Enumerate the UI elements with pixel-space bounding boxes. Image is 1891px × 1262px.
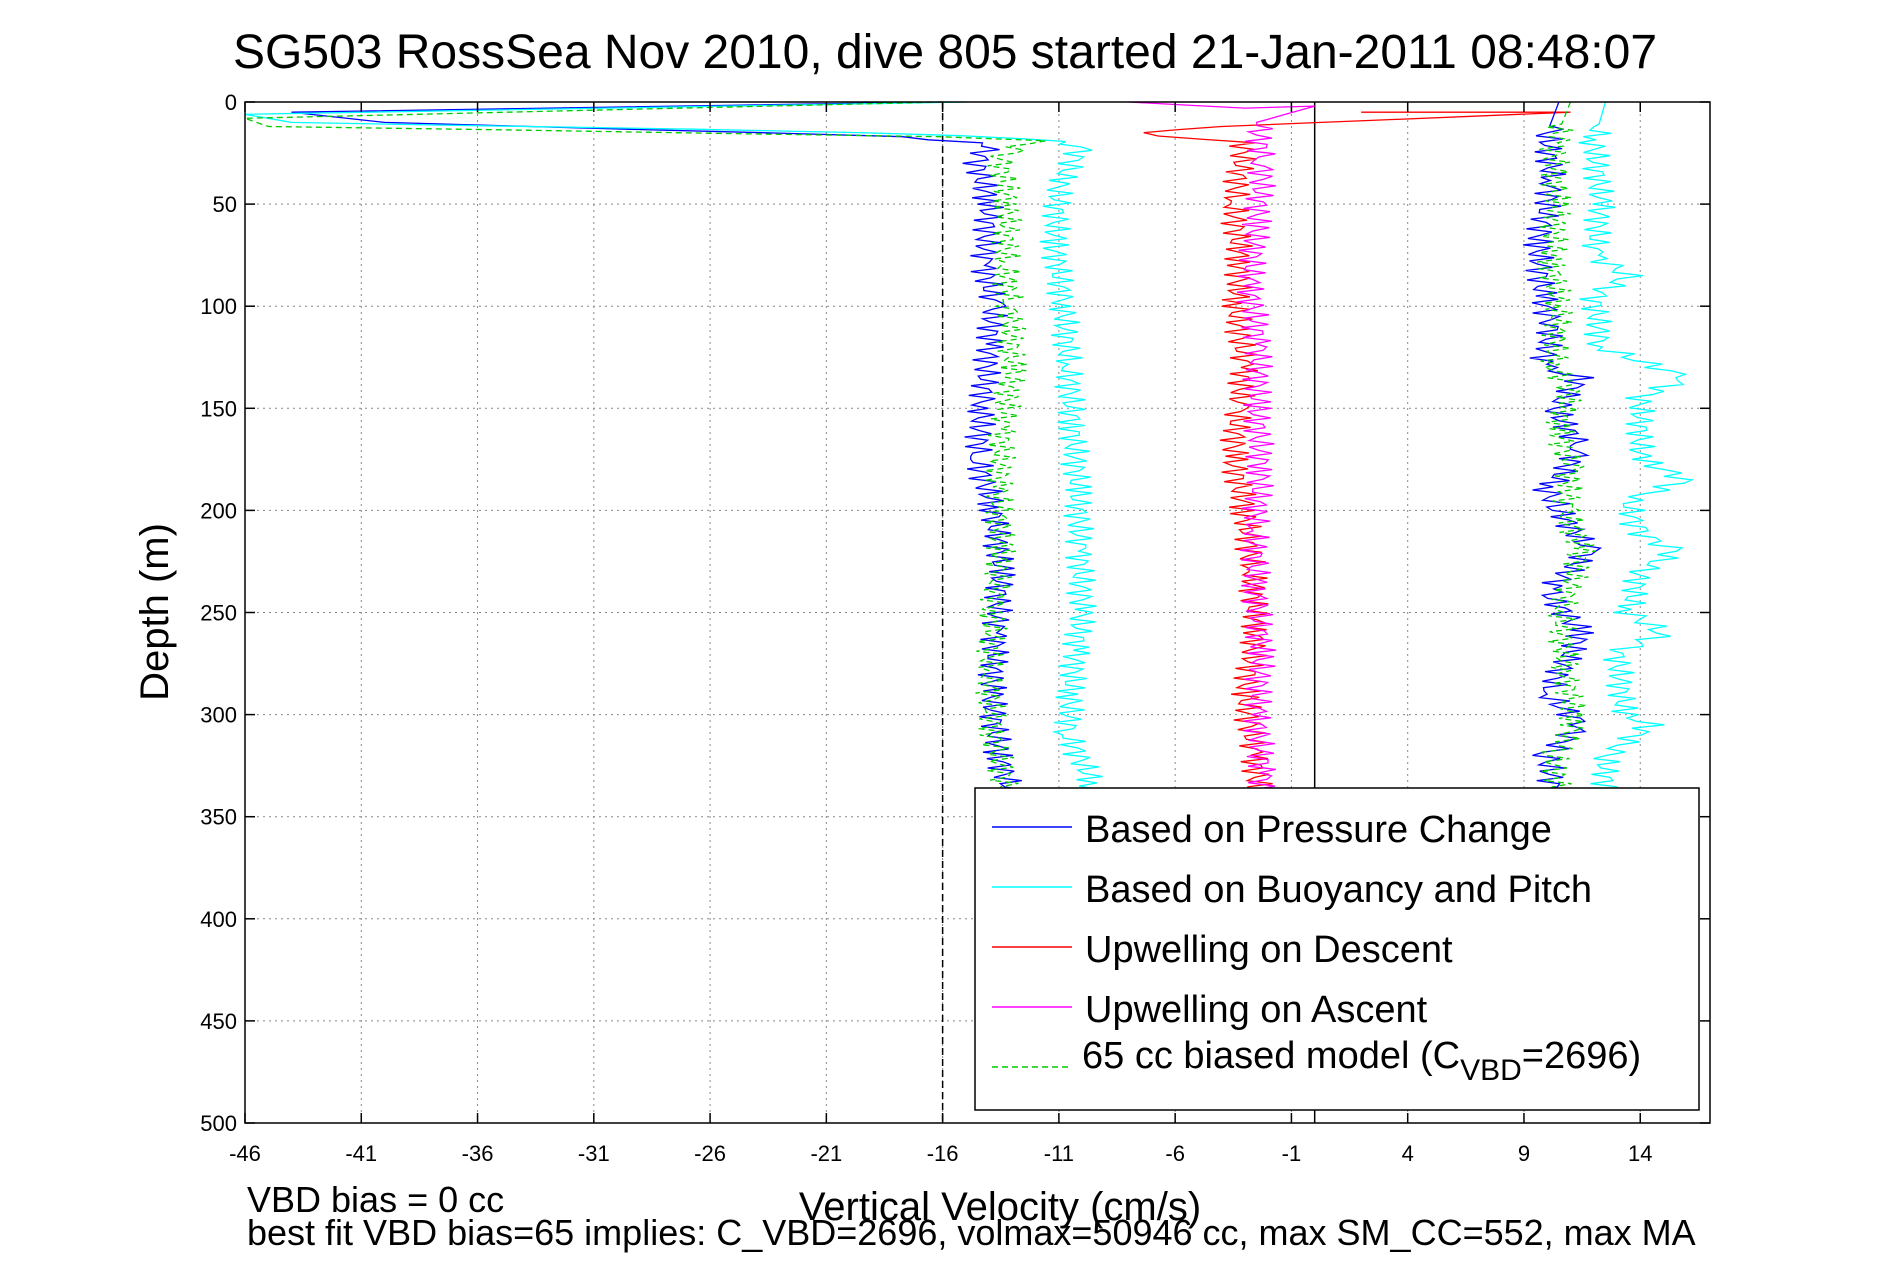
- legend-label-biased-model-end: =2696): [1522, 1035, 1641, 1077]
- x-tick-label: -36: [462, 1141, 494, 1166]
- series-line-4: [1128, 101, 1315, 797]
- x-tick-label: 4: [1402, 1141, 1414, 1166]
- legend-label-buoyancy-pitch: Based on Buoyancy and Pitch: [1085, 869, 1592, 911]
- legend-label-upwelling-descent: Upwelling on Descent: [1085, 929, 1453, 971]
- series-line-1: [244, 101, 1103, 797]
- footer-line-1: VBD bias = 0 cc: [247, 1179, 504, 1220]
- x-tick-label: -46: [229, 1141, 261, 1166]
- x-tick-label: -11: [1044, 1141, 1074, 1166]
- y-tick-label: 200: [200, 498, 237, 523]
- chart-title: SG503 RossSea Nov 2010, dive 805 started…: [233, 26, 1657, 79]
- y-tick-label: 150: [200, 396, 237, 421]
- x-tick-label: -21: [810, 1141, 842, 1166]
- series-group: [244, 101, 1695, 797]
- x-tick-label: 14: [1628, 1141, 1652, 1166]
- series-line-0: [291, 101, 1025, 797]
- y-tick-label: 300: [200, 703, 237, 728]
- y-tick-label: 250: [200, 601, 237, 626]
- y-tick-label: 350: [200, 805, 237, 830]
- x-tick-label: -31: [578, 1141, 610, 1166]
- y-tick-label: 500: [200, 1111, 237, 1136]
- legend-label-upwelling-ascent: Upwelling on Ascent: [1085, 989, 1428, 1031]
- legend-label-biased-model-main: 65 cc biased model (C: [1082, 1035, 1460, 1077]
- x-tick-label: -1: [1282, 1141, 1302, 1166]
- footer-line-2: best fit VBD bias=65 implies: C_VBD=2696…: [247, 1212, 1696, 1253]
- series-line-2: [244, 101, 1046, 797]
- series-line-6: [1578, 101, 1695, 797]
- x-tick-label: 9: [1518, 1141, 1530, 1166]
- series-line-3: [1143, 111, 1571, 797]
- series-line-7: [1537, 101, 1596, 797]
- y-axis-ticks: 0 50 100 150 200 250 300 350 400 450 500: [200, 90, 1710, 1136]
- x-tick-label: -26: [694, 1141, 726, 1166]
- y-tick-label: 0: [225, 90, 237, 115]
- series-line-5: [1523, 101, 1603, 797]
- y-tick-label: 400: [200, 907, 237, 932]
- x-tick-label: -16: [927, 1141, 959, 1166]
- legend-label-biased-model: 65 cc biased model (CVBD=2696): [1082, 1035, 1641, 1087]
- legend-label-biased-model-sub: VBD: [1460, 1054, 1522, 1087]
- x-tick-label: -41: [345, 1141, 377, 1166]
- x-axis-label: Vertical Velocity (cm/s): [799, 1185, 1201, 1229]
- legend: Based on Pressure Change Based on Buoyan…: [974, 787, 1700, 1111]
- y-tick-label: 450: [200, 1009, 237, 1034]
- y-tick-label: 100: [200, 294, 237, 319]
- legend-label-pressure-change: Based on Pressure Change: [1085, 809, 1552, 851]
- x-axis-ticks: -46 -41 -36 -31 -26 -21 -16 -11 -6 -1 4 9 14: [229, 102, 1652, 1166]
- x-tick-label: -6: [1165, 1141, 1185, 1166]
- legend-box: [974, 787, 1700, 1111]
- y-tick-label: 50: [213, 192, 237, 217]
- y-axis-label: Depth (m): [133, 523, 177, 701]
